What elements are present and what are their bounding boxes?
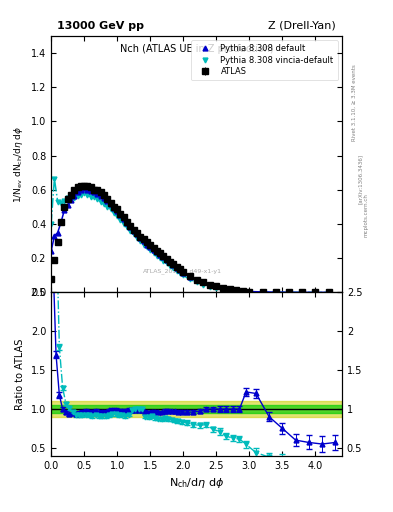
Y-axis label: Ratio to ATLAS: Ratio to ATLAS [15, 338, 25, 410]
Pythia 8.308 vincia-default [102, 201, 107, 207]
Pythia 8.308 default [102, 195, 107, 201]
Pythia 8.308 vincia-default [181, 272, 185, 279]
Text: [arXiv:1306.3436]: [arXiv:1306.3436] [358, 154, 363, 204]
Line: Pythia 8.308 vincia-default: Pythia 8.308 vincia-default [49, 176, 331, 295]
Pythia 8.308 default [55, 229, 60, 236]
Text: 13000 GeV pp: 13000 GeV pp [57, 20, 144, 31]
Text: ATLAS_2019..._d49-x1-y1: ATLAS_2019..._d49-x1-y1 [142, 269, 222, 274]
Pythia 8.308 default [49, 248, 53, 254]
Pythia 8.308 default [59, 219, 63, 225]
Pythia 8.308 vincia-default [59, 200, 63, 206]
Bar [51, 405, 342, 413]
Pythia 8.308 vincia-default [62, 198, 67, 204]
Y-axis label: 1/N$_{\rm ev}$ dN$_{\rm ch}$/d$\eta$ d$\phi$: 1/N$_{\rm ev}$ dN$_{\rm ch}$/d$\eta$ d$\… [12, 125, 25, 203]
Pythia 8.308 vincia-default [131, 231, 136, 238]
Text: mcplots.cern.ch: mcplots.cern.ch [364, 193, 369, 237]
Line: Pythia 8.308 default: Pythia 8.308 default [49, 186, 331, 295]
Legend: Pythia 8.308 default, Pythia 8.308 vincia-default, ATLAS: Pythia 8.308 default, Pythia 8.308 vinci… [191, 40, 338, 80]
Pythia 8.308 default [181, 270, 185, 276]
Text: Rivet 3.1.10, ≥ 3.3M events: Rivet 3.1.10, ≥ 3.3M events [352, 64, 357, 141]
Pythia 8.308 vincia-default [49, 221, 53, 227]
Text: Nch (ATLAS UE in Z production): Nch (ATLAS UE in Z production) [119, 44, 274, 54]
Pythia 8.308 default [326, 289, 331, 295]
X-axis label: N$_{\rm ch}$/d$\eta$ d$\phi$: N$_{\rm ch}$/d$\eta$ d$\phi$ [169, 476, 224, 490]
Pythia 8.308 vincia-default [178, 270, 182, 276]
Text: Z (Drell-Yan): Z (Drell-Yan) [268, 20, 336, 31]
Pythia 8.308 vincia-default [326, 289, 331, 295]
Pythia 8.308 default [131, 228, 136, 234]
Pythia 8.308 vincia-default [52, 176, 57, 182]
Pythia 8.308 default [178, 267, 182, 273]
Pythia 8.308 default [82, 185, 86, 191]
Bar [51, 401, 342, 417]
